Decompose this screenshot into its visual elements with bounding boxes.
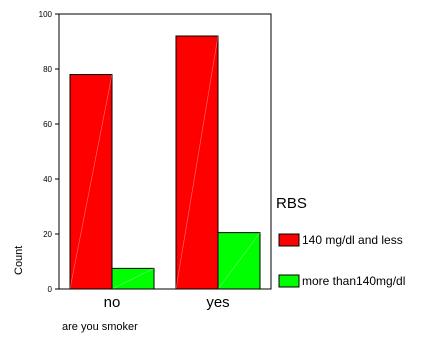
y-tick-label: 20 xyxy=(43,230,52,239)
legend-swatch xyxy=(278,233,300,247)
x-axis-categories: no yes xyxy=(104,294,230,311)
legend: 140 mg/dl and less more than140mg/dl xyxy=(278,233,405,288)
y-tick-label: 60 xyxy=(43,120,52,129)
y-tick-label: 100 xyxy=(39,10,53,19)
x-category-label: yes xyxy=(206,294,229,311)
bar-shading-line xyxy=(111,268,155,290)
x-axis-label: are you smoker xyxy=(62,321,138,333)
legend-label: more than140mg/dl xyxy=(302,274,405,288)
y-tick-label: 40 xyxy=(43,175,52,184)
y-axis-ticks: 0 20 40 60 80 100 xyxy=(39,10,59,294)
y-axis-label: Count xyxy=(13,246,25,275)
plot-frame xyxy=(58,13,272,290)
bar-shading-line xyxy=(69,74,113,290)
legend-title: RBS xyxy=(276,195,307,212)
bar-shading-line xyxy=(175,35,219,290)
bars xyxy=(69,35,261,290)
legend-swatch xyxy=(278,274,300,288)
bar-yes-series-0 xyxy=(175,35,219,290)
x-category-label: no xyxy=(104,294,121,311)
y-tick-label: 0 xyxy=(48,285,53,294)
y-tick-label: 80 xyxy=(43,65,52,74)
bar-shading-line xyxy=(217,232,261,290)
legend-label: 140 mg/dl and less xyxy=(302,233,403,247)
